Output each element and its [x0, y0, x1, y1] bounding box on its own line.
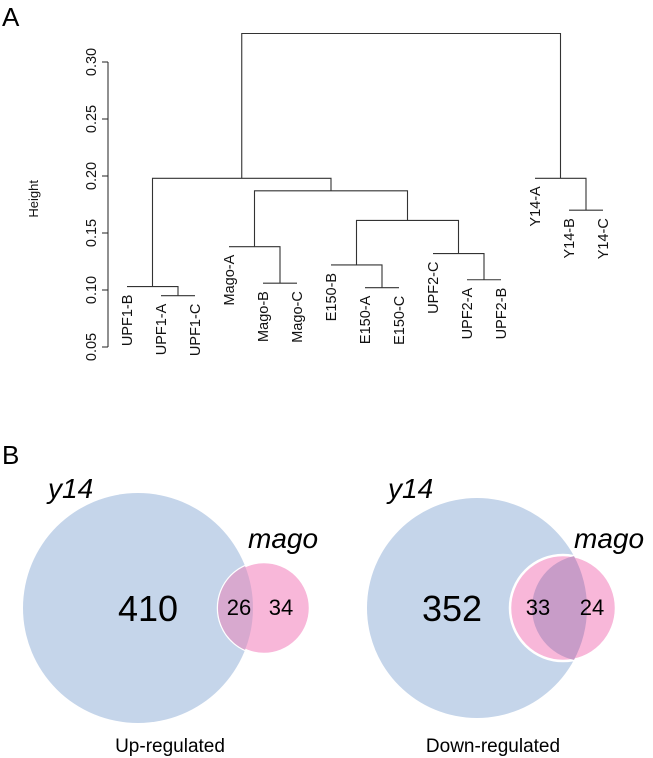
leaf-label: E150-C	[392, 296, 408, 345]
venn-up-mago-label: mago	[248, 523, 318, 554]
venn-up-y14-only-count: 410	[118, 588, 178, 629]
venn-up-mago-only-count: 34	[269, 595, 293, 620]
venn-down-y14-only-count: 352	[422, 588, 482, 629]
y-tick-label: 0.15	[84, 219, 100, 247]
dendrogram-link	[151, 177, 332, 287]
leaf-label: E150-A	[358, 295, 374, 344]
dendrogram-y-axis: 0.05 0.10 0.15 0.20 0.25 0.30	[84, 48, 109, 361]
leaf-label: Y14-A	[528, 186, 544, 227]
leaf-label: UPF1-C	[188, 304, 204, 356]
dendrogram-leaf-labels: UPF1-B UPF1-A UPF1-C Mago-A Mago-B Mago-C E150…	[120, 186, 612, 356]
dendrogram-link	[433, 252, 485, 280]
dendrogram-link	[331, 264, 383, 288]
leaf-label: UPF2-B	[494, 288, 510, 340]
venn-down-regulated: y14 mago 352 33 24 Down-regulated	[367, 473, 644, 757]
venn-down-overlap-count: 33	[526, 595, 550, 620]
y-tick-label: 0.10	[84, 276, 100, 304]
leaf-label: E150-B	[324, 273, 340, 321]
venn-up-overlap-region	[217, 566, 253, 650]
y-tick-label: 0.30	[84, 48, 100, 76]
venn-up-regulated: y14 mago 410 26 34 Up-regulated	[23, 473, 318, 757]
leaf-label: UPF2-C	[426, 262, 442, 314]
venn-up-caption: Up-regulated	[115, 736, 225, 757]
y-tick-label: 0.25	[84, 105, 100, 133]
leaf-label: Y14-C	[596, 218, 612, 259]
dendrogram-link	[241, 32, 562, 179]
dendrogram-link	[127, 286, 179, 296]
dendrogram-y-axis-label: Height	[26, 180, 41, 218]
y-tick-label: 0.20	[84, 162, 100, 190]
dendrogram-chart: 0.050.100.150.200.250.30 UPF1-B UPF1-A UPF…	[26, 32, 612, 361]
dendrogram-links	[127, 32, 603, 297]
dendrogram-link	[229, 246, 281, 284]
dendrogram-link	[355, 219, 460, 265]
leaf-label: UPF1-A	[154, 303, 170, 355]
dendrogram-link	[253, 190, 409, 247]
venn-down-overlap-region	[532, 556, 587, 660]
leaf-label: UPF2-A	[460, 287, 476, 339]
panel-b-letter: B	[2, 440, 19, 470]
venn-up-y14-label: y14	[46, 473, 93, 504]
dendrogram-link	[535, 177, 587, 211]
venn-up-overlap-count: 26	[227, 595, 251, 620]
leaf-label: Mago-B	[256, 291, 272, 342]
panel-a-letter: A	[2, 2, 20, 32]
venn-down-y14-circle	[367, 498, 587, 718]
leaf-label: Mago-A	[222, 254, 238, 305]
venn-down-y14-label: y14	[386, 473, 433, 504]
venn-down-mago-label: mago	[574, 523, 644, 554]
venn-down-mago-only-count: 24	[580, 595, 604, 620]
venn-down-caption: Down-regulated	[426, 736, 560, 757]
leaf-label: Mago-C	[290, 291, 306, 343]
leaf-label: UPF1-B	[120, 295, 136, 347]
leaf-label: Y14-B	[562, 218, 578, 258]
y-tick-label: 0.05	[84, 333, 100, 361]
venn-up-y14-circle	[23, 493, 253, 723]
